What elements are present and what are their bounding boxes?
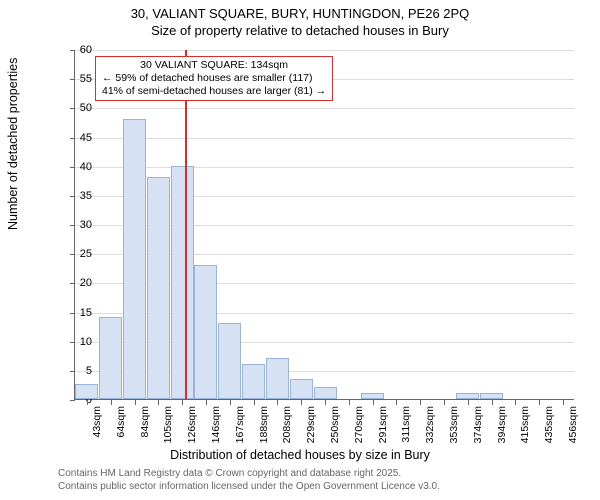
xtick-mark [182,400,183,405]
xtick-label: 291sqm [377,406,389,443]
xtick-label: 270sqm [353,406,365,443]
xtick-label: 188sqm [258,406,270,443]
xtick-mark [325,400,326,405]
ytick-label: 50 [72,102,92,114]
xtick-mark [515,400,516,405]
xtick-label: 250sqm [329,406,341,443]
xtick-mark [301,400,302,405]
histogram-bar [480,393,503,399]
xtick-label: 374sqm [472,406,484,443]
x-axis-label: Distribution of detached houses by size … [0,448,600,462]
ytick-label: 40 [72,161,92,173]
annotation-box: 30 VALIANT SQUARE: 134sqm ← 59% of detac… [95,56,333,101]
xtick-label: 415sqm [519,406,531,443]
gridline [75,167,574,168]
xtick-label: 229sqm [305,406,317,443]
annotation-line-right: 41% of semi-detached houses are larger (… [102,85,326,98]
title-line-2: Size of property relative to detached ho… [0,23,600,38]
xtick-mark [444,400,445,405]
xtick-mark [111,400,112,405]
xtick-mark [158,400,159,405]
histogram-bar [171,166,194,399]
histogram-bar [242,364,265,399]
ytick-label: 25 [72,248,92,260]
title-line-1: 30, VALIANT SQUARE, BURY, HUNTINGDON, PE… [0,6,600,21]
ytick-label: 5 [72,365,92,377]
xtick-label: 353sqm [448,406,460,443]
xtick-label: 105sqm [162,406,174,443]
histogram-bar [290,379,313,399]
xtick-label: 332sqm [424,406,436,443]
xtick-label: 126sqm [186,406,198,443]
ytick-label: 10 [72,336,92,348]
gridline [75,108,574,109]
histogram-bar [361,393,384,399]
xtick-label: 394sqm [496,406,508,443]
xtick-mark [277,400,278,405]
ytick-label: 35 [72,190,92,202]
xtick-label: 84sqm [139,406,151,438]
ytick-label: 20 [72,277,92,289]
histogram-bar [99,317,122,399]
xtick-mark [254,400,255,405]
xtick-mark [135,400,136,405]
annotation-title: 30 VALIANT SQUARE: 134sqm [102,59,326,72]
xtick-label: 167sqm [234,406,246,443]
xtick-mark [468,400,469,405]
xtick-label: 311sqm [400,406,412,443]
xtick-mark [206,400,207,405]
chart-container: 05101520253035404550556043sqm64sqm84sqm1… [50,50,580,430]
xtick-mark [349,400,350,405]
histogram-bar [147,177,170,399]
gridline [75,138,574,139]
histogram-bar [456,393,479,399]
annotation-line-left: ← 59% of detached houses are smaller (11… [102,72,326,85]
ytick-label: 60 [72,44,92,56]
chart-title-block: 30, VALIANT SQUARE, BURY, HUNTINGDON, PE… [0,0,600,38]
plot-area: 05101520253035404550556043sqm64sqm84sqm1… [74,50,574,400]
ytick-label: 55 [72,73,92,85]
histogram-bar [314,387,337,399]
credits-line-1: Contains HM Land Registry data © Crown c… [58,468,440,481]
histogram-bar [75,384,98,399]
xtick-label: 43sqm [91,406,103,438]
xtick-mark [87,400,88,405]
credits-line-2: Contains public sector information licen… [58,481,440,494]
xtick-label: 208sqm [281,406,293,443]
xtick-label: 435sqm [543,406,555,443]
xtick-label: 64sqm [115,406,127,438]
xtick-mark [230,400,231,405]
xtick-mark [539,400,540,405]
histogram-bar [123,119,146,399]
ytick-label: 15 [72,307,92,319]
histogram-bar [218,323,241,399]
gridline [75,50,574,51]
xtick-mark [396,400,397,405]
ytick-label: 30 [72,219,92,231]
xtick-mark [563,400,564,405]
xtick-mark [492,400,493,405]
xtick-mark [373,400,374,405]
histogram-bar [266,358,289,399]
credits-block: Contains HM Land Registry data © Crown c… [58,468,440,493]
ytick-label: 45 [72,132,92,144]
y-axis-label: Number of detached properties [6,58,20,230]
reference-vline [185,50,187,399]
xtick-mark [420,400,421,405]
histogram-bar [194,265,217,399]
xtick-label: 456sqm [567,406,579,443]
xtick-label: 146sqm [210,406,222,443]
